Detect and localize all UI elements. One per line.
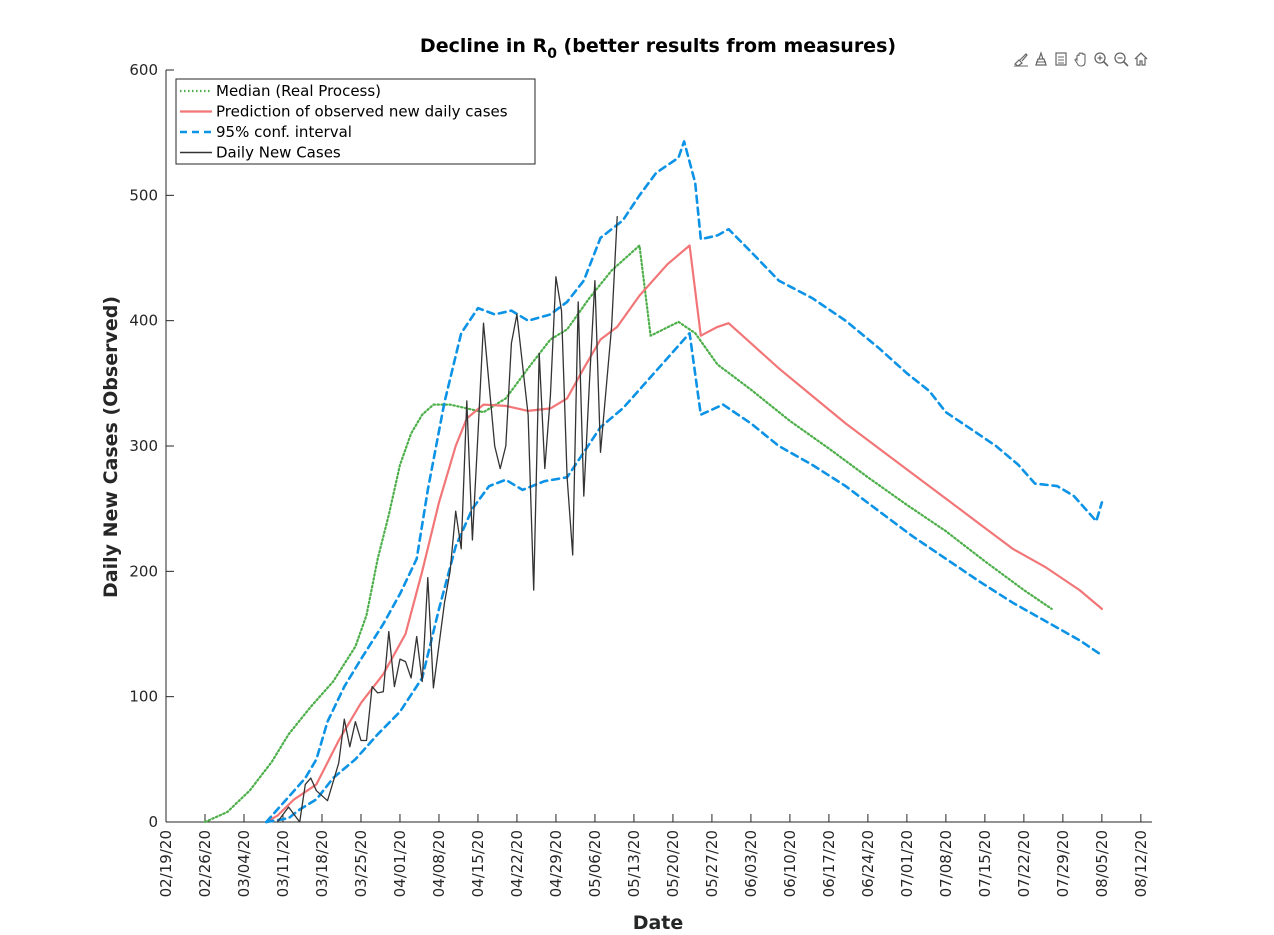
legend-box (175, 78, 536, 165)
y-tick-label: 200 (129, 562, 158, 580)
y-axis-title: Daily New Cases (Observed) (100, 296, 122, 598)
x-tick-label: 05/20/20 (664, 830, 682, 897)
chart-title-main: Decline in R (420, 35, 548, 57)
chart-title: Decline in R0 (better results from measu… (420, 35, 896, 62)
x-tick-label: 04/22/20 (508, 830, 526, 897)
x-tick-label: 04/08/20 (430, 830, 448, 897)
x-tick-label: 07/15/20 (976, 830, 994, 897)
legend-label: Median (Real Process) (216, 82, 381, 100)
axes-toolbar (1012, 49, 1150, 69)
legend-label: Prediction of observed new daily cases (216, 103, 508, 121)
series-line-3 (264, 331, 1104, 824)
zoom-in-icon[interactable] (1092, 49, 1110, 69)
x-tick-label: 05/13/20 (625, 830, 643, 897)
legend: Median (Real Process) Prediction of obser… (175, 78, 536, 165)
series-line-1 (265, 244, 1104, 824)
data-tips-icon[interactable] (1032, 49, 1050, 69)
chart-title-subscript: 0 (547, 46, 557, 62)
x-tick-label: 07/01/20 (898, 830, 916, 897)
x-tick-label: 07/08/20 (937, 830, 955, 897)
y-tick-label: 600 (129, 61, 158, 79)
series-line-4 (276, 215, 618, 823)
x-tick-label: 04/15/20 (469, 830, 487, 897)
x-tick-label: 05/06/20 (586, 830, 604, 897)
x-tick-label: 08/12/20 (1132, 830, 1150, 897)
x-tick-label: 08/05/20 (1093, 830, 1111, 897)
x-tick-label: 02/19/20 (157, 830, 175, 897)
home-icon[interactable] (1132, 49, 1150, 69)
series-line-0 (203, 244, 1053, 824)
x-tick-label: 06/10/20 (781, 830, 799, 897)
y-tick-label: 500 (129, 186, 158, 204)
x-tick-label: 06/17/20 (820, 830, 838, 897)
legend-label: 95% conf. interval (216, 123, 352, 141)
x-tick-label: 04/01/20 (391, 830, 409, 897)
zoom-out-icon[interactable] (1112, 49, 1130, 69)
x-axis-title: Date (633, 912, 684, 934)
save-icon[interactable] (1052, 49, 1070, 69)
legend-label: Daily New Cases (216, 144, 341, 162)
pan-hand-icon[interactable] (1072, 49, 1090, 69)
x-tick-label: 04/29/20 (547, 830, 565, 897)
x-tick-label: 07/29/20 (1054, 830, 1072, 897)
series-line-2 (264, 140, 1104, 824)
y-tick-label: 400 (129, 312, 158, 330)
x-tick-label: 06/03/20 (742, 830, 760, 897)
x-tick-label: 06/24/20 (859, 830, 877, 897)
x-tick-label: 07/22/20 (1015, 830, 1033, 897)
plot-area: 0 100 200 300 400 500 600 02/19/20 02/26/20 03/04… (129, 61, 1152, 897)
x-tick-label: 05/27/20 (703, 830, 721, 897)
x-tick-label: 03/25/20 (352, 830, 370, 897)
y-tick-label: 300 (129, 437, 158, 455)
y-tick-label: 100 (129, 688, 158, 706)
chart-title-suffix: (better results from measures) (557, 35, 896, 57)
x-tick-label: 02/26/20 (196, 830, 214, 897)
x-tick-label: 03/11/20 (274, 830, 292, 897)
x-tick-label: 03/04/20 (235, 830, 253, 897)
brush-icon[interactable] (1012, 49, 1030, 69)
x-tick-label: 03/18/20 (313, 830, 331, 897)
y-tick-label: 0 (148, 813, 158, 831)
